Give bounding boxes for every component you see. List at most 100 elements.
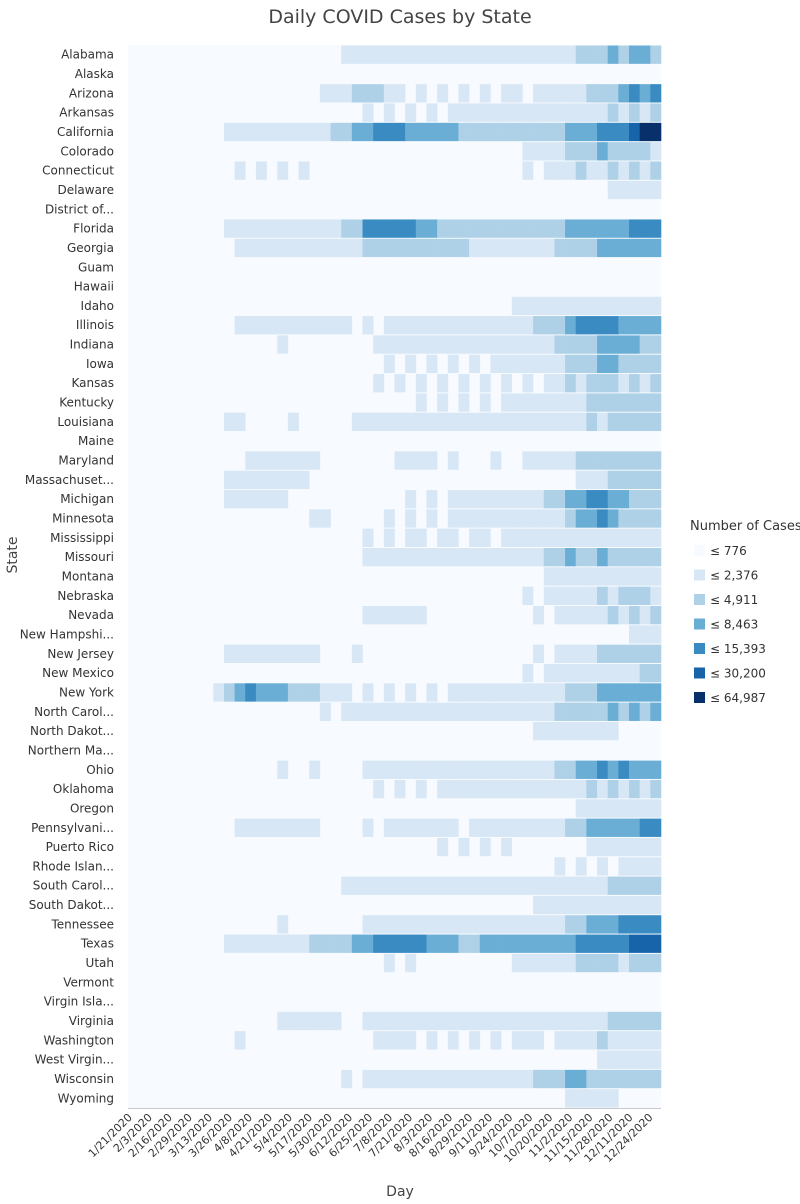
heatmap-cell xyxy=(458,509,470,528)
heatmap-cell xyxy=(554,238,566,258)
heatmap-cell xyxy=(533,316,545,335)
heatmap-cell xyxy=(650,779,662,799)
x-tick-labels: 1/21/20202/3/20202/16/20202/29/20203/13/… xyxy=(86,1111,656,1165)
heatmap-cell xyxy=(479,335,491,354)
heatmap-cell xyxy=(501,393,513,412)
heatmap-cell xyxy=(629,45,640,64)
heatmap-cell xyxy=(629,663,640,683)
state-label: North Carol... xyxy=(34,705,114,719)
state-label: South Carol... xyxy=(33,879,114,893)
heatmap-cell xyxy=(650,915,662,934)
heatmap-cell xyxy=(607,567,619,586)
heatmap-cell xyxy=(479,760,491,779)
heatmap-cell xyxy=(607,644,619,663)
state-label: District of... xyxy=(45,202,114,216)
heatmap-cell xyxy=(607,316,619,335)
heatmap-cell xyxy=(639,142,651,161)
heatmap-cell xyxy=(447,335,459,354)
heatmap-cell xyxy=(458,702,470,721)
heatmap-cell xyxy=(543,335,555,354)
heatmap-cell xyxy=(351,934,363,953)
heatmap-cell xyxy=(586,837,598,857)
heatmap-cell xyxy=(629,702,640,721)
heatmap-cell xyxy=(597,934,608,953)
heatmap-cell xyxy=(437,548,449,567)
heatmap-cell xyxy=(575,103,587,122)
heatmap-cell xyxy=(447,509,459,528)
heatmap-cell xyxy=(618,683,630,702)
heatmap-cell xyxy=(607,84,619,103)
heatmap-cell xyxy=(533,84,545,103)
heatmap-cell xyxy=(351,45,363,64)
heatmap-cell xyxy=(533,142,545,161)
heatmap-cell xyxy=(245,238,257,258)
heatmap-cell xyxy=(607,509,619,528)
heatmap-cell xyxy=(554,374,566,393)
heatmap-cell xyxy=(533,1031,545,1050)
heatmap-cell xyxy=(383,509,395,528)
heatmap-cell xyxy=(437,1069,449,1089)
heatmap-cell xyxy=(415,393,427,412)
heatmap-cell xyxy=(362,84,374,103)
state-label: Rhode Islan... xyxy=(32,859,114,873)
heatmap-cell xyxy=(234,644,246,663)
heatmap-cell xyxy=(319,702,331,721)
heatmap-cell xyxy=(607,180,619,200)
heatmap-cell xyxy=(543,528,555,548)
heatmap-cell xyxy=(629,374,640,393)
heatmap-cell xyxy=(629,470,640,490)
heatmap-cell xyxy=(490,451,502,470)
heatmap-cell xyxy=(575,412,587,432)
state-label: North Dakot... xyxy=(30,724,114,738)
heatmap-cell xyxy=(586,451,598,470)
heatmap-cell xyxy=(234,683,246,702)
heatmap-cell xyxy=(565,1011,577,1031)
heatmap-cell xyxy=(469,122,481,142)
heatmap-cell xyxy=(543,1069,555,1089)
heatmap-cell xyxy=(234,316,246,335)
heatmap-cell xyxy=(266,238,278,258)
heatmap-cell xyxy=(639,490,651,509)
heatmap-cell xyxy=(511,84,523,103)
heatmap-cell xyxy=(501,374,513,393)
heatmap-cell xyxy=(554,605,566,625)
heatmap-cell xyxy=(586,934,598,953)
heatmap-cell xyxy=(351,219,363,238)
heatmap-cell xyxy=(373,1011,385,1031)
state-label: Alabama xyxy=(61,48,114,62)
heatmap-cell xyxy=(629,142,640,161)
heatmap-cell xyxy=(650,103,662,122)
heatmap-cell xyxy=(522,953,534,973)
heatmap-cell xyxy=(415,335,427,354)
heatmap-cell xyxy=(309,219,321,238)
heatmap-cell xyxy=(415,451,427,470)
heatmap-cell xyxy=(618,393,630,412)
heatmap-cell xyxy=(533,779,545,799)
heatmap-cell xyxy=(618,548,630,567)
heatmap-cell xyxy=(394,84,406,103)
legend-swatch xyxy=(694,594,705,605)
heatmap-cell xyxy=(277,683,289,702)
heatmap-cell xyxy=(554,451,566,470)
heatmap-cell xyxy=(522,103,534,122)
heatmap-cell xyxy=(629,219,640,238)
heatmap-cell xyxy=(277,316,289,335)
heatmap-cell xyxy=(565,374,577,393)
heatmap-cell xyxy=(415,876,427,895)
heatmap-cell xyxy=(330,84,342,103)
heatmap-cell xyxy=(415,1069,427,1089)
state-label: Virgin Isla... xyxy=(44,995,114,1009)
heatmap-cell xyxy=(597,374,608,393)
heatmap-cell xyxy=(522,219,534,238)
heatmap-cell xyxy=(437,122,449,142)
heatmap-cell xyxy=(447,122,459,142)
x-axis-title: Day xyxy=(386,1184,414,1200)
heatmap-cell xyxy=(469,1011,481,1031)
heatmap-cell xyxy=(650,567,662,586)
heatmap-cell xyxy=(565,1069,577,1089)
heatmap-cell xyxy=(373,915,385,934)
heatmap-cell xyxy=(362,238,374,258)
heatmap-cell xyxy=(383,818,395,837)
heatmap-cell xyxy=(607,1069,619,1089)
heatmap-cell xyxy=(629,490,640,509)
